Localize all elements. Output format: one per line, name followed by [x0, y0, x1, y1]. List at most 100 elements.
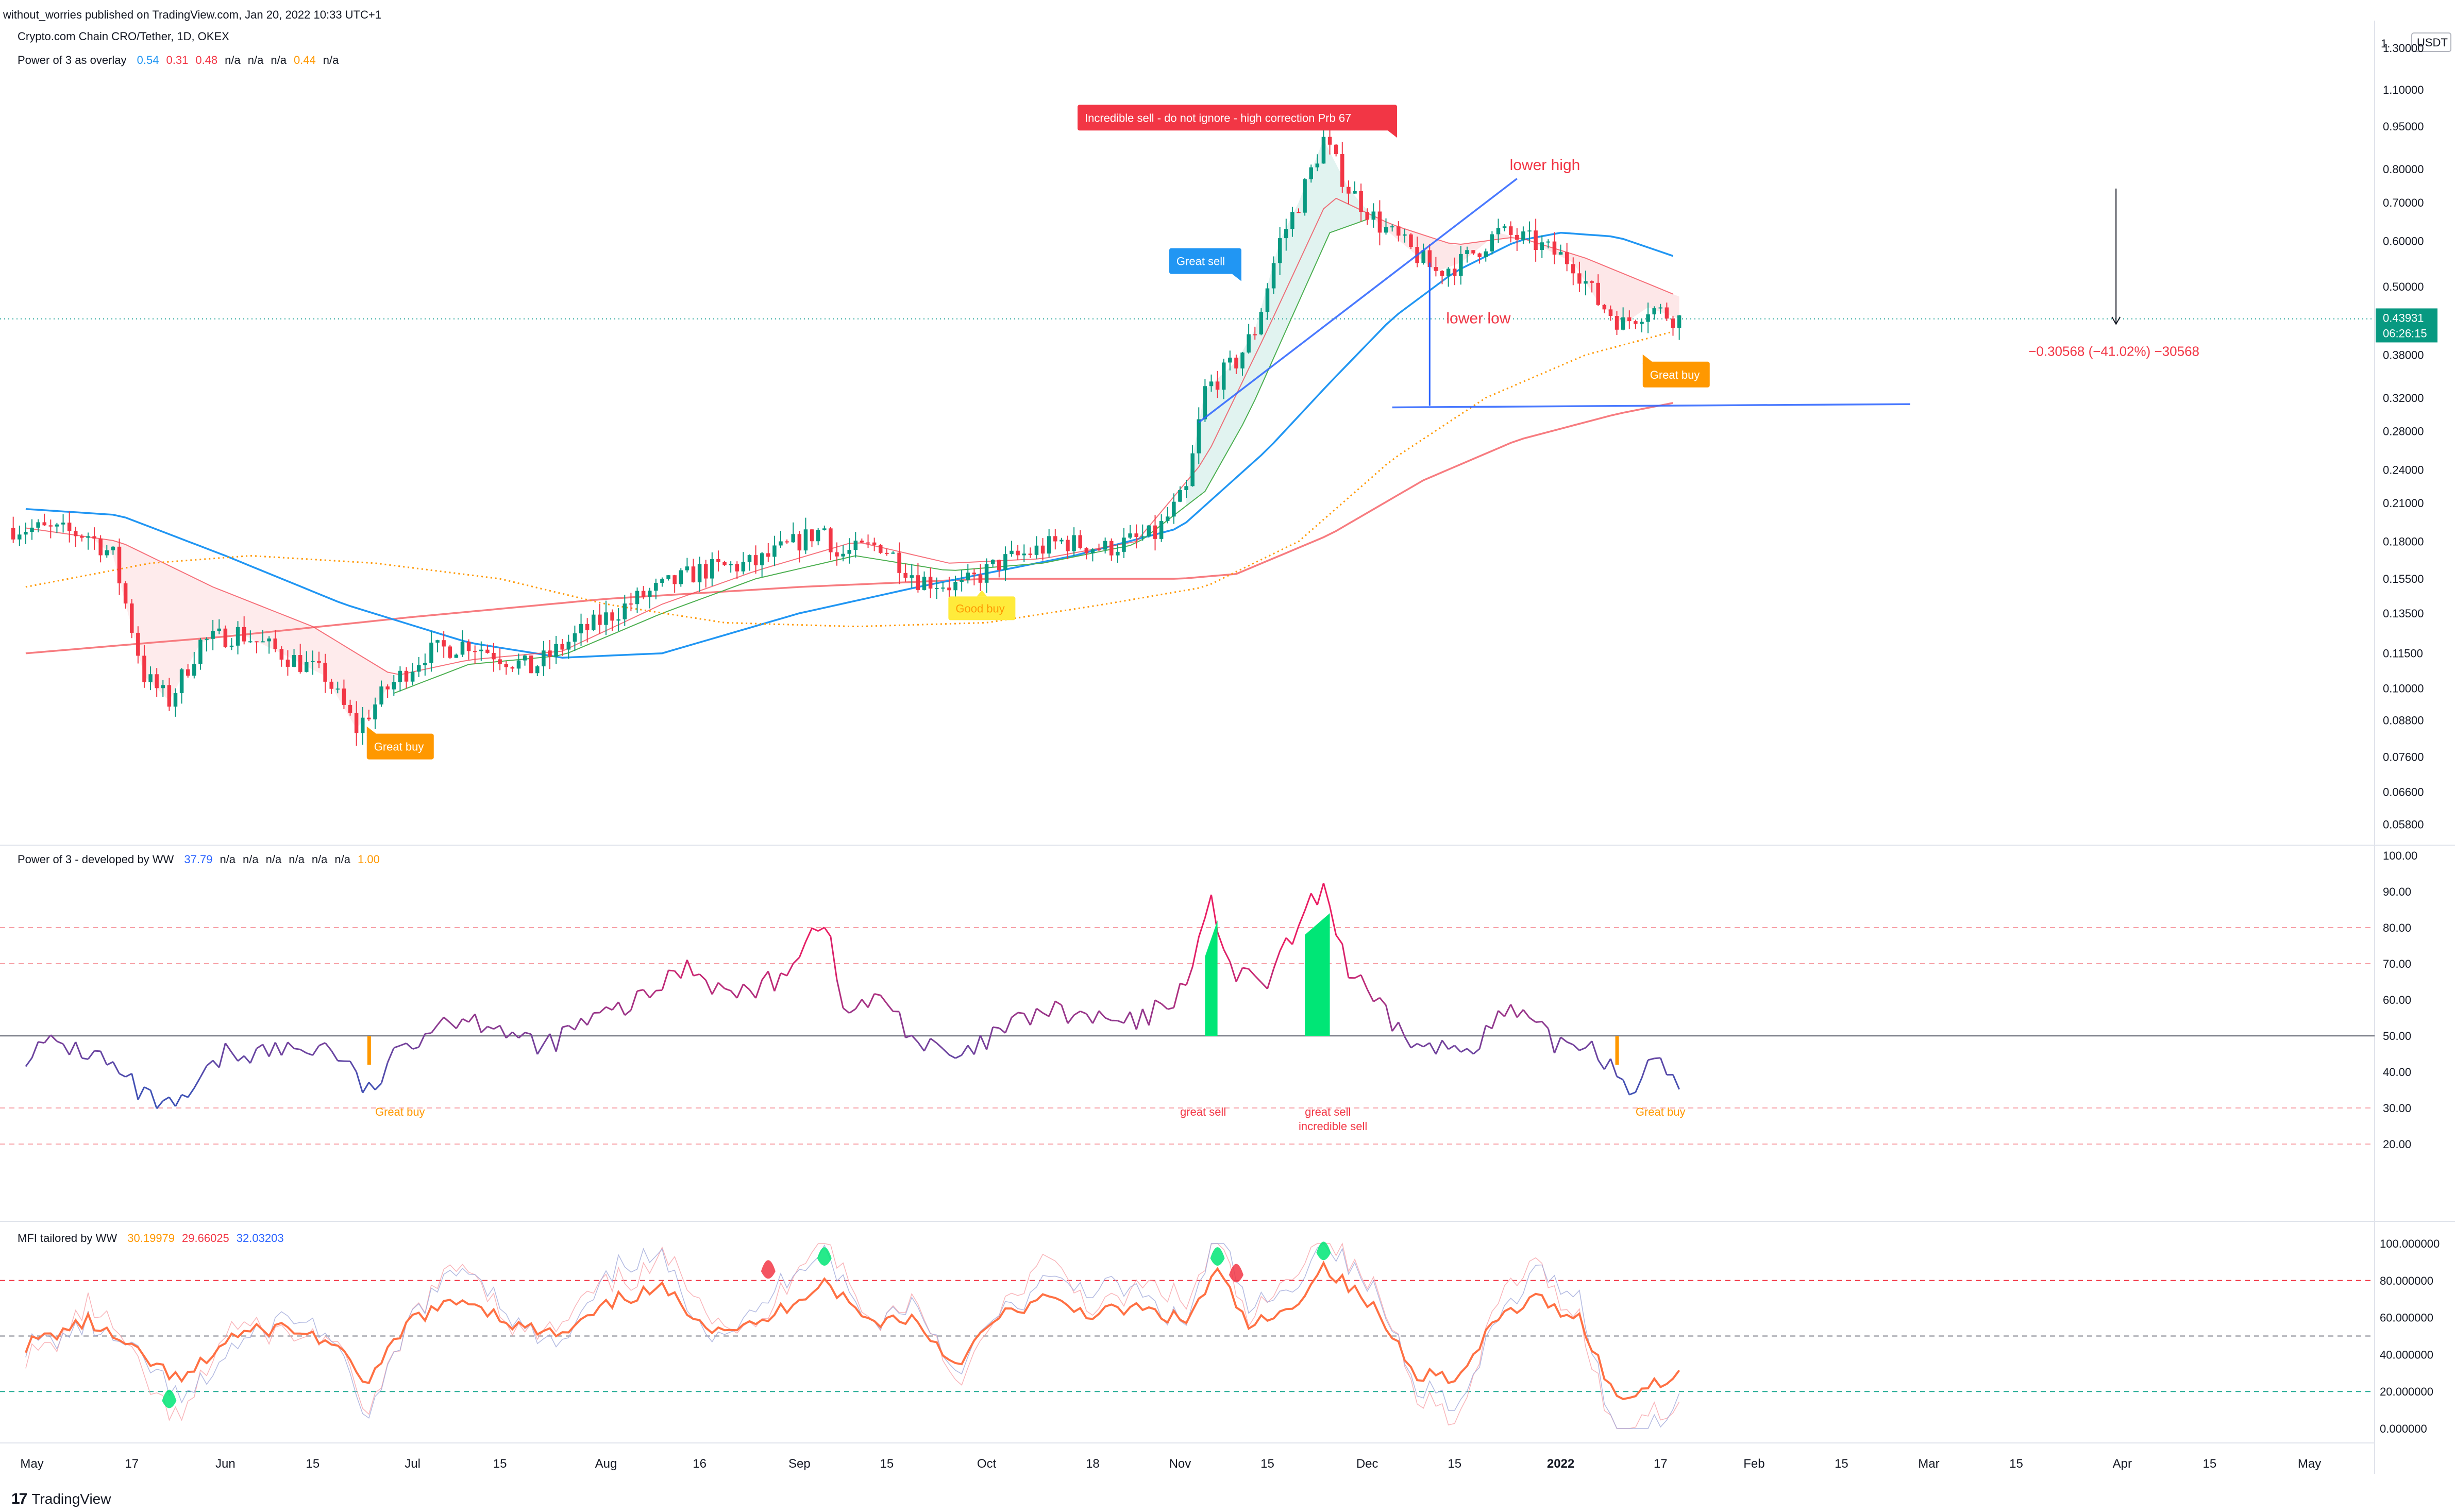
power3-segment [499, 1025, 507, 1038]
candle-body [98, 539, 103, 556]
power3-segment [637, 989, 644, 992]
candle-body [1053, 536, 1057, 542]
symbol-title[interactable]: Crypto.com Chain CRO/Tether, 1D, OKEX [18, 30, 229, 43]
power3-segment [487, 1026, 494, 1030]
candle-body [1147, 525, 1151, 536]
candle-body [1540, 242, 1544, 250]
candle-body [554, 644, 558, 657]
great-sell-label-text: Great sell [1176, 255, 1225, 268]
power3-segment [661, 970, 669, 990]
candle-body [797, 534, 802, 551]
power3-segment [855, 999, 863, 1010]
power3-segment [1248, 968, 1256, 977]
candle-body [1664, 307, 1669, 319]
power3-segment [1254, 975, 1262, 983]
power3-segment [617, 1001, 626, 1016]
panel3-legend[interactable]: MFI tailored by WW 30.19979 29.66025 32.03… [18, 1232, 284, 1245]
power3-segment [1285, 937, 1293, 945]
candle-body [1309, 167, 1313, 179]
panel2-axis-label: 20.00 [2383, 1138, 2411, 1151]
power3-segment [1023, 1013, 1031, 1026]
incredible-sell-label[interactable]: Incredible sell - do not ignore - high c… [1078, 105, 1398, 138]
legend-value: n/a [323, 54, 339, 66]
power3-segment [294, 1048, 300, 1050]
power3-segment [761, 970, 769, 981]
power3-segment [1067, 1014, 1075, 1024]
power3-segment [755, 980, 763, 999]
legend-value: n/a [311, 853, 328, 866]
support-line[interactable] [1392, 403, 1910, 409]
power3-segment [1560, 1036, 1568, 1043]
power3-segment [362, 1082, 370, 1094]
power3-segment [973, 1035, 981, 1055]
candle-body [535, 666, 540, 674]
candle-body [1671, 318, 1675, 328]
good-buy-label[interactable]: Good buy [948, 590, 1016, 620]
power3-segment [836, 979, 844, 1009]
power3-segment [1659, 1057, 1668, 1076]
great-sell-label[interactable]: Great sell [1169, 248, 1241, 281]
candle-body [42, 522, 46, 526]
candle-body [1321, 137, 1326, 164]
power3-segment [705, 980, 713, 995]
candle-body [810, 529, 814, 542]
candle-body [841, 553, 845, 557]
candle-body [74, 531, 78, 536]
price-axis-label: 0.11500 [2383, 647, 2423, 660]
power3-segment [1273, 951, 1281, 969]
power3-segment [1167, 1006, 1174, 1010]
trendline-rising[interactable] [1198, 178, 1518, 424]
power3-segment [1635, 1077, 1643, 1093]
candle-body [1072, 535, 1076, 551]
great-buy-label-1-tip [366, 726, 376, 736]
power3-segment [368, 1082, 376, 1090]
tradingview-brand[interactable]: 17 TradingView [11, 1490, 111, 1508]
candle-body [129, 603, 134, 633]
candle-body [753, 555, 758, 565]
time-axis-label: 16 [693, 1457, 707, 1471]
candle-body [1390, 226, 1394, 228]
sma-blue-line [25, 231, 1674, 659]
power3-segment [586, 1012, 595, 1026]
candle-body [1078, 535, 1082, 548]
candle-body [1534, 230, 1538, 250]
power3-segment [1610, 1058, 1618, 1077]
power3-segment [1260, 982, 1268, 989]
power3-segment [980, 1035, 987, 1050]
power3-segment [425, 1032, 432, 1035]
candle-body [747, 555, 752, 562]
power3-segment [1036, 1007, 1044, 1014]
power3-segment [106, 1061, 114, 1066]
power3-segment [1404, 1036, 1412, 1049]
currency-button[interactable] [2411, 32, 2451, 52]
power3-segment [668, 969, 675, 972]
power3-segment [1098, 1010, 1106, 1019]
power3-segment [986, 1027, 994, 1050]
power3-segment [1242, 967, 1249, 970]
panel2-legend[interactable]: Power of 3 - developed by WW 37.79 n/a n/a… [18, 853, 380, 866]
great-buy-label-2[interactable]: Great buy [1642, 354, 1710, 388]
power3-segment [630, 990, 638, 1011]
candle-body [1496, 228, 1501, 234]
power3-segment [137, 1086, 145, 1100]
sma200-line [25, 402, 1673, 654]
candle-body [1608, 309, 1613, 316]
candle-body [1084, 548, 1089, 553]
candle-body [766, 553, 770, 557]
candle-body [192, 664, 196, 676]
candle-body [1215, 381, 1220, 390]
candle-body [229, 645, 234, 647]
time-axis-label: Oct [977, 1457, 997, 1471]
candle-body [454, 654, 459, 658]
candle-body [48, 525, 53, 527]
candle-body [1546, 241, 1551, 243]
candle-body [285, 659, 290, 667]
price-axis-label: 0.28000 [2383, 425, 2424, 438]
candle-body [579, 624, 583, 634]
candle-body [1066, 540, 1070, 551]
great-buy-label-1[interactable]: Great buy [366, 726, 434, 760]
candle-body [1427, 250, 1432, 267]
candle-body [984, 564, 989, 583]
overlay-legend[interactable]: Power of 3 as overlay 0.54 0.31 0.48 n/a n/a… [18, 54, 339, 67]
